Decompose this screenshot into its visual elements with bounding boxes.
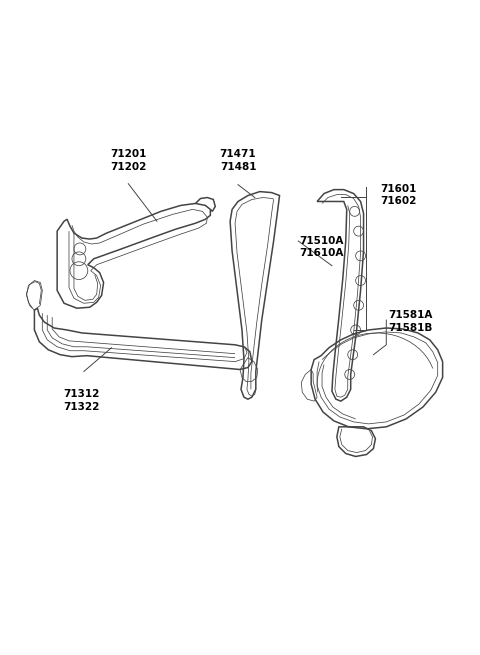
Text: 71581A
71581B: 71581A 71581B [388,310,432,333]
Text: 71601
71602: 71601 71602 [380,183,417,206]
Text: 71312
71322: 71312 71322 [64,389,100,412]
Text: 71201
71202: 71201 71202 [110,149,146,172]
Text: 71510A
71610A: 71510A 71610A [300,236,344,259]
Text: 71471
71481: 71471 71481 [220,149,256,172]
